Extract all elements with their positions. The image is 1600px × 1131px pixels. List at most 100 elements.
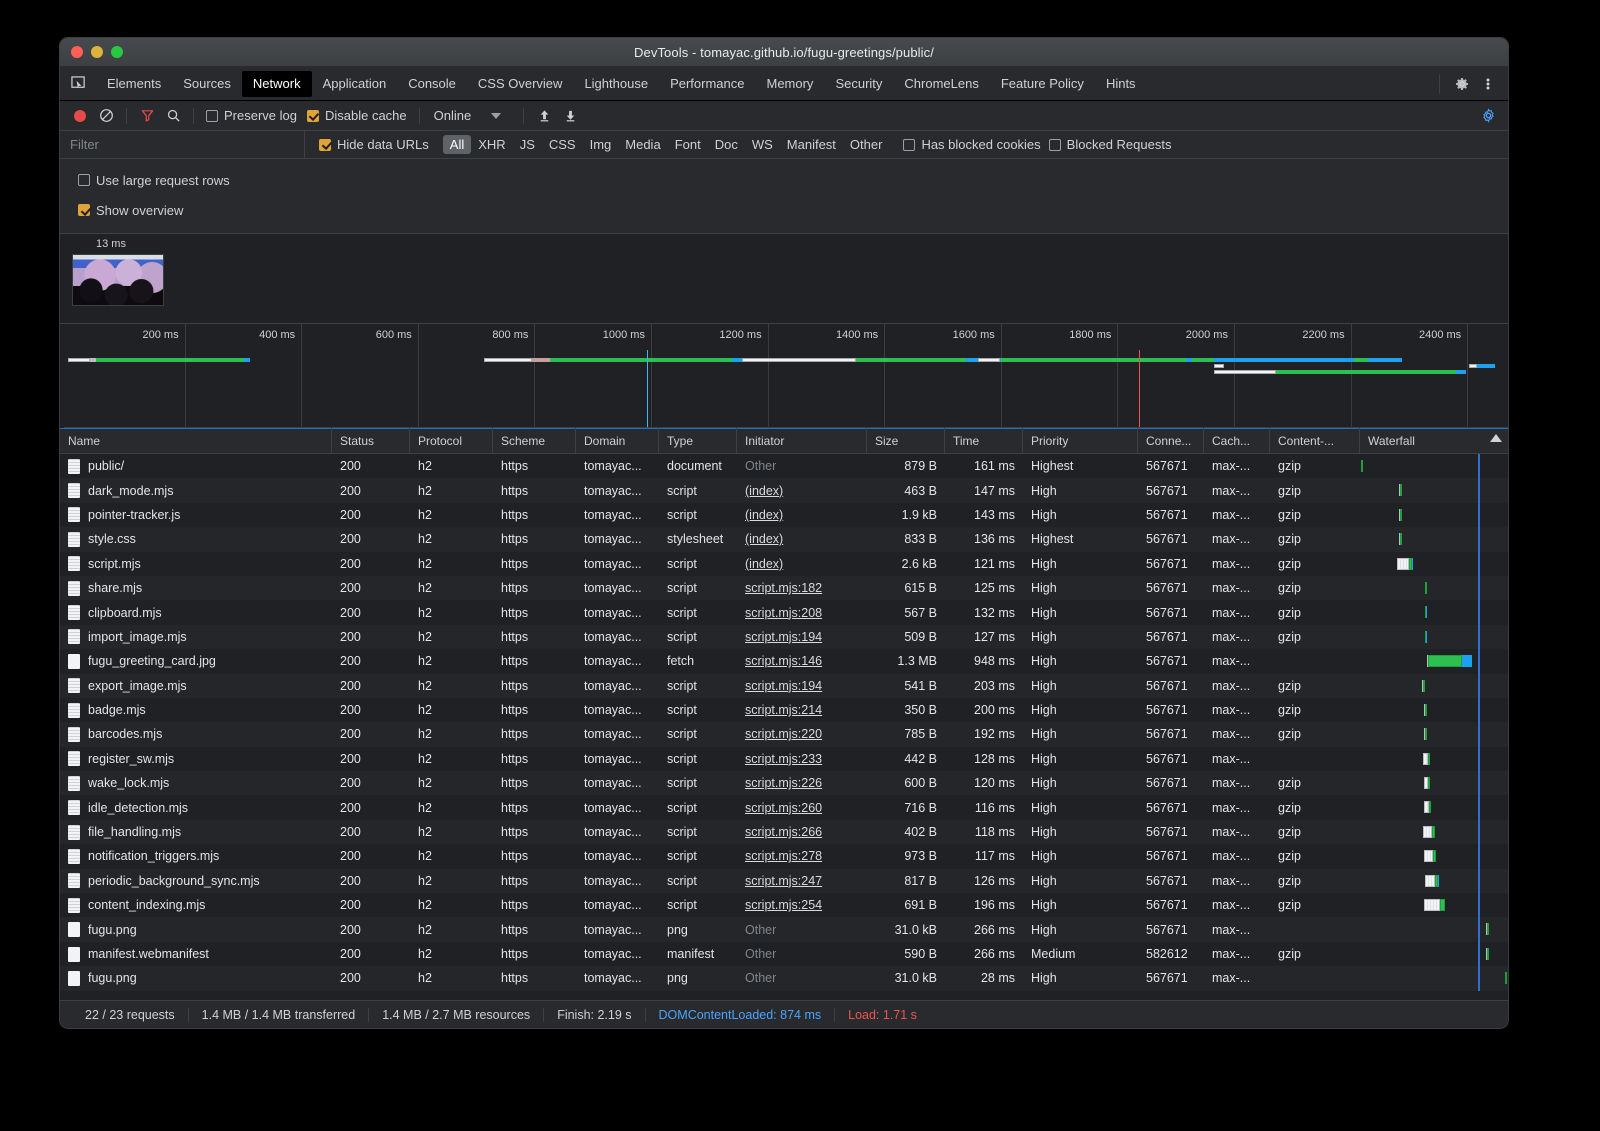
column-header-initiator[interactable]: Initiator xyxy=(737,428,867,454)
table-row[interactable]: script.mjs 200 h2 https tomayac... script (ind… xyxy=(60,551,1508,576)
initiator-link[interactable]: (index) xyxy=(745,556,784,571)
cell-waterfall[interactable] xyxy=(1360,552,1508,576)
waterfall-bar[interactable] xyxy=(1505,972,1508,985)
table-row[interactable]: manifest.webmanifest 200 h2 https tomayac...… xyxy=(60,941,1508,967)
use-large-request-rows-checkbox[interactable]: Use large request rows xyxy=(74,173,768,188)
waterfall-bar[interactable] xyxy=(1423,777,1455,790)
throttling-select[interactable]: Online xyxy=(433,108,472,123)
tab-css-overview[interactable]: CSS Overview xyxy=(477,76,563,91)
preserve-log-checkbox[interactable]: Preserve log xyxy=(202,108,301,123)
table-row[interactable]: idle_detection.mjs 200 h2 https tomayac... sc… xyxy=(60,795,1508,820)
more-vertical-icon[interactable] xyxy=(1476,72,1500,96)
waterfall-bar[interactable] xyxy=(1422,752,1454,765)
column-header-content[interactable]: Content-... xyxy=(1270,428,1360,454)
gear-icon[interactable] xyxy=(1450,72,1474,96)
initiator-link[interactable]: script.mjs:146 xyxy=(745,654,823,669)
filter-type-ws[interactable]: WS xyxy=(751,137,773,152)
initiator-link[interactable]: script.mjs:266 xyxy=(745,825,823,840)
initiator-link[interactable]: script.mjs:278 xyxy=(745,849,823,864)
waterfall-bar[interactable] xyxy=(1425,630,1439,643)
waterfall-bar[interactable] xyxy=(1423,850,1466,863)
maximize-window-button[interactable] xyxy=(111,46,123,58)
waterfall-bar[interactable] xyxy=(1423,801,1456,814)
column-header-status[interactable]: Status xyxy=(332,428,410,454)
filter-type-js[interactable]: JS xyxy=(519,137,535,152)
waterfall-bar[interactable] xyxy=(1422,679,1442,692)
cell-waterfall[interactable] xyxy=(1360,942,1508,966)
waterfall-bar[interactable] xyxy=(1425,874,1469,887)
initiator-link[interactable]: (index) xyxy=(745,483,784,498)
cell-name[interactable]: wake_lock.mjs xyxy=(60,771,332,795)
waterfall-bar[interactable] xyxy=(1425,581,1436,594)
cell-name[interactable]: clipboard.mjs xyxy=(60,600,332,624)
table-row[interactable]: clipboard.mjs 200 h2 https tomayac... script s… xyxy=(60,600,1508,625)
column-header-cach[interactable]: Cach... xyxy=(1204,428,1270,454)
scroll-up-arrow-icon[interactable] xyxy=(1490,434,1502,442)
column-header-protocol[interactable]: Protocol xyxy=(410,428,493,454)
download-arrow-icon[interactable] xyxy=(558,104,582,128)
column-header-time[interactable]: Time xyxy=(945,428,1023,454)
cell-name[interactable]: fugu.png xyxy=(60,917,332,941)
table-row[interactable]: notification_triggers.mjs 200 h2 https tomay… xyxy=(60,844,1508,869)
cell-name[interactable]: dark_mode.mjs xyxy=(60,478,332,502)
column-header-name[interactable]: Name xyxy=(60,428,332,454)
cell-waterfall[interactable] xyxy=(1360,844,1508,868)
cell-waterfall[interactable] xyxy=(1360,649,1508,673)
blocked-requests-checkbox[interactable]: Blocked Requests xyxy=(1045,137,1176,152)
tab-console[interactable]: Console xyxy=(408,76,456,91)
waterfall-bar[interactable] xyxy=(1399,508,1414,521)
initiator-link[interactable]: script.mjs:226 xyxy=(745,776,823,791)
initiator-link[interactable]: script.mjs:247 xyxy=(745,873,823,888)
initiator-link[interactable]: script.mjs:254 xyxy=(745,898,823,913)
minimize-window-button[interactable] xyxy=(91,46,103,58)
filmstrip-frame-thumbnail[interactable] xyxy=(72,254,164,306)
network-overview-timeline[interactable]: 200 ms 400 ms 600 ms 800 ms 1000 ms 1200 ms 14… xyxy=(64,324,1508,428)
cell-name[interactable]: file_handling.mjs xyxy=(60,820,332,844)
filter-type-manifest[interactable]: Manifest xyxy=(786,137,836,152)
cell-waterfall[interactable] xyxy=(1360,600,1508,624)
hide-data-urls-checkbox[interactable]: Hide data URLs xyxy=(315,137,433,152)
inspect-element-icon[interactable] xyxy=(64,71,92,97)
cell-waterfall[interactable] xyxy=(1360,747,1508,771)
table-row[interactable]: pointer-tracker.js 200 h2 https tomayac... sc… xyxy=(60,502,1508,528)
table-row[interactable]: public/200 h2 https tomayac... document Other… xyxy=(60,454,1508,479)
initiator-link[interactable]: script.mjs:260 xyxy=(745,800,823,815)
cell-name[interactable]: script.mjs xyxy=(60,552,332,576)
filter-type-doc[interactable]: Doc xyxy=(714,137,738,152)
table-row[interactable]: periodic_background_sync.mjs 200 h2 https to… xyxy=(60,868,1508,894)
record-stop-icon[interactable] xyxy=(68,104,92,128)
cell-waterfall[interactable] xyxy=(1360,698,1508,722)
tab-security[interactable]: Security xyxy=(835,76,883,91)
initiator-link[interactable]: script.mjs:214 xyxy=(745,703,823,718)
table-row[interactable]: dark_mode.mjs 200 h2 https tomayac... script (… xyxy=(60,478,1508,503)
cell-name[interactable]: pointer-tracker.js xyxy=(60,503,332,527)
column-header-waterfall[interactable]: Waterfall xyxy=(1368,434,1415,448)
waterfall-bar[interactable] xyxy=(1397,557,1446,570)
filter-type-css[interactable]: CSS xyxy=(548,137,576,152)
cell-waterfall[interactable] xyxy=(1360,625,1508,649)
waterfall-bar[interactable] xyxy=(1423,728,1444,741)
column-header-size[interactable]: Size xyxy=(867,428,945,454)
table-row[interactable]: share.mjs 200 h2 https tomayac... script scrip… xyxy=(60,575,1508,601)
cell-name[interactable]: badge.mjs xyxy=(60,698,332,722)
close-window-button[interactable] xyxy=(71,46,83,58)
tab-chromelens[interactable]: ChromeLens xyxy=(904,76,979,91)
table-row[interactable]: content_indexing.mjs 200 h2 https tomayac...… xyxy=(60,893,1508,918)
filter-type-font[interactable]: Font xyxy=(674,137,701,152)
table-row[interactable]: style.css 200 h2 https tomayac... stylesheet (… xyxy=(60,527,1508,552)
waterfall-bar[interactable] xyxy=(1399,484,1414,497)
table-row[interactable]: register_sw.mjs 200 h2 https tomayac... scrip… xyxy=(60,746,1508,772)
waterfall-bar[interactable] xyxy=(1422,825,1465,838)
cell-waterfall[interactable] xyxy=(1360,795,1508,819)
cell-name[interactable]: fugu_greeting_card.jpg xyxy=(60,649,332,673)
cell-waterfall[interactable] xyxy=(1360,503,1508,527)
tab-application[interactable]: Application xyxy=(322,76,387,91)
filter-type-img[interactable]: Img xyxy=(589,137,612,152)
tab-memory[interactable]: Memory xyxy=(766,76,814,91)
waterfall-bar[interactable] xyxy=(1423,899,1480,912)
waterfall-bar[interactable] xyxy=(1485,947,1504,960)
column-header-domain[interactable]: Domain xyxy=(576,428,659,454)
cell-waterfall[interactable] xyxy=(1360,527,1508,551)
table-row[interactable]: wake_lock.mjs 200 h2 https tomayac... script s… xyxy=(60,771,1508,796)
waterfall-bar[interactable] xyxy=(1426,655,1508,668)
